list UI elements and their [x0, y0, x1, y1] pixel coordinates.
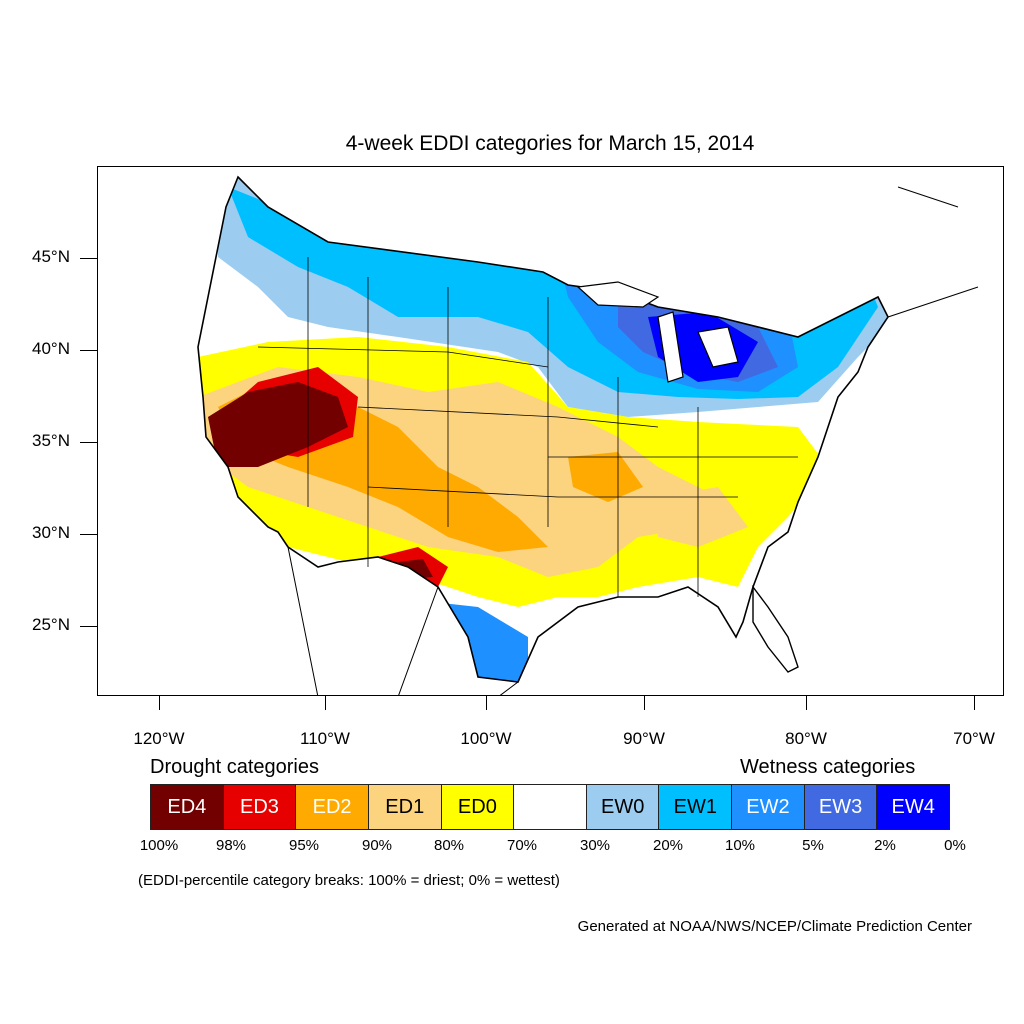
legend-box-ed3: ED3	[223, 785, 297, 829]
break-label: 2%	[874, 837, 896, 854]
lon-tick	[974, 696, 975, 710]
break-label: 98%	[215, 837, 247, 854]
lat-tick	[80, 626, 97, 627]
map-title: 4-week EDDI categories for March 15, 201…	[345, 132, 755, 155]
legend-box-ew4: EW4	[877, 785, 950, 829]
break-label: 0%	[944, 837, 966, 854]
lon-tick	[325, 696, 326, 710]
legend-box-ew2: EW2	[732, 785, 805, 829]
lon-tick	[644, 696, 645, 710]
lat-tick	[80, 258, 97, 259]
lat-tick	[80, 534, 97, 535]
lon-tick	[159, 696, 160, 710]
lat-label-30: 30°N	[32, 523, 70, 542]
break-label: 5%	[802, 837, 824, 854]
break-label: 80%	[433, 837, 465, 854]
legend-box-ed4: ED4	[151, 785, 224, 829]
legend-box-ed1: ED1	[368, 785, 442, 829]
map-frame	[97, 166, 1004, 696]
drought-heading: Drought categories	[150, 756, 319, 778]
lat-label-25: 25°N	[32, 615, 70, 634]
category-note: (EDDI-percentile category breaks: 100% =…	[138, 872, 560, 889]
lat-label-45: 45°N	[32, 247, 70, 266]
break-label: 10%	[724, 837, 756, 854]
break-label: 30%	[579, 837, 611, 854]
legend-box-ed0: ED0	[441, 785, 515, 829]
lon-label-90: 90°W	[623, 729, 665, 748]
legend-box-ew1: EW1	[659, 785, 733, 829]
lon-label-70: 70°W	[953, 729, 995, 748]
lon-label-120: 120°W	[133, 729, 185, 748]
legend-bar: ED4 ED3 ED2 ED1 ED0 EW0 EW1 EW2 EW3 EW4	[150, 784, 950, 830]
lat-tick	[80, 350, 97, 351]
legend-box-neutral	[514, 785, 587, 829]
eddi-fill	[198, 177, 888, 682]
break-label: 20%	[652, 837, 684, 854]
lat-label-40: 40°N	[32, 339, 70, 358]
lon-label-110: 110°W	[300, 729, 350, 748]
legend-box-ed2: ED2	[296, 785, 369, 829]
wetness-heading: Wetness categories	[740, 756, 916, 778]
lon-tick	[486, 696, 487, 710]
legend-box-ew0: EW0	[586, 785, 660, 829]
lat-label-35: 35°N	[32, 431, 70, 450]
legend-box-ew3: EW3	[804, 785, 878, 829]
break-label: 70%	[506, 837, 538, 854]
lon-label-100: 100°W	[460, 729, 512, 748]
lat-tick	[80, 442, 97, 443]
break-label: 100%	[139, 837, 179, 854]
lon-tick	[806, 696, 807, 710]
break-label: 95%	[288, 837, 320, 854]
break-label: 90%	[361, 837, 393, 854]
lon-label-80: 80°W	[785, 729, 827, 748]
eddi-map	[197, 175, 979, 695]
credit-line: Generated at NOAA/NWS/NCEP/Climate Predi…	[577, 918, 972, 935]
